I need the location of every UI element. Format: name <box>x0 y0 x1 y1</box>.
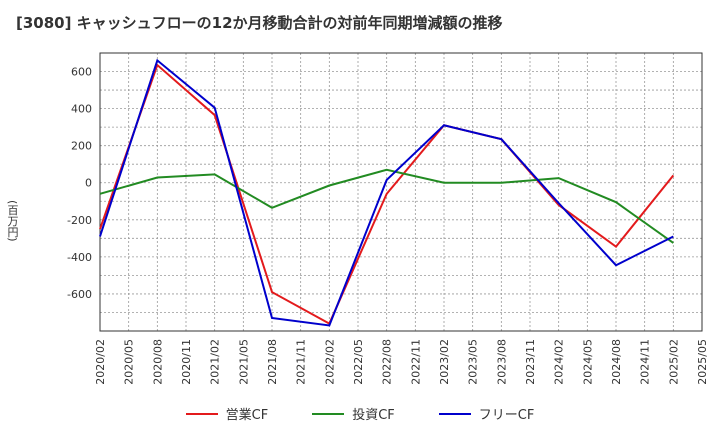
plot-area <box>100 53 702 331</box>
legend-label: 投資CF <box>352 408 395 423</box>
x-tick-label: 2021/02 <box>209 339 222 385</box>
x-tick-label: 2020/02 <box>94 339 107 385</box>
x-tick-label: 2022/11 <box>409 339 422 385</box>
x-tick-label: 2022/05 <box>352 339 365 385</box>
legend-item: フリーCF <box>438 404 535 423</box>
legend-item: 投資CF <box>312 404 395 423</box>
y-tick-label: -200 <box>67 214 92 227</box>
x-tick-label: 2022/08 <box>381 339 394 385</box>
legend-swatch <box>185 412 218 415</box>
x-tick-label: 2024/08 <box>610 339 623 385</box>
x-tick-label: 2020/08 <box>151 339 164 385</box>
x-tick-label: 2025/05 <box>696 339 709 385</box>
x-tick-label: 2021/11 <box>295 339 308 385</box>
x-tick-label: 2021/08 <box>266 339 279 385</box>
x-tick-label: 2023/08 <box>495 339 508 385</box>
y-axis-label: (百万円) <box>6 200 19 242</box>
x-tick-label: 2021/05 <box>237 339 250 385</box>
y-tick-label: -600 <box>67 288 92 301</box>
series-line <box>99 63 675 325</box>
y-tick-label: 400 <box>71 103 92 116</box>
y-tick-label: 0 <box>85 177 92 190</box>
x-tick-label: 2023/02 <box>438 339 451 385</box>
legend-label: フリーCF <box>478 408 535 423</box>
x-tick-label: 2020/05 <box>123 339 136 385</box>
x-tick-label: 2020/11 <box>180 339 193 385</box>
x-tick-label: 2024/11 <box>639 339 652 385</box>
y-tick-label: 600 <box>71 66 92 79</box>
series-line <box>99 168 674 244</box>
x-tick-label: 2024/02 <box>553 339 566 385</box>
x-tick-label: 2023/11 <box>524 339 537 385</box>
series-line <box>99 58 674 327</box>
y-tick-label: -400 <box>67 251 92 264</box>
legend-swatch <box>312 412 345 415</box>
legend-swatch <box>438 412 471 415</box>
x-tick-label: 2022/02 <box>323 339 336 385</box>
y-tick-label: 200 <box>71 140 92 153</box>
x-tick-label: 2023/05 <box>467 339 480 385</box>
x-tick-label: 2025/02 <box>667 339 680 385</box>
legend-label: 営業CF <box>225 408 269 423</box>
chart-title: [3080] キャッシュフローの12か月移動合計の対前年同期増減額の推移 <box>16 14 503 32</box>
legend-item: 営業CF <box>185 404 269 423</box>
legend: 営業CF 投資CF フリーCF <box>0 404 720 423</box>
plot-frame <box>99 52 703 332</box>
x-tick-label: 2024/05 <box>581 339 594 385</box>
